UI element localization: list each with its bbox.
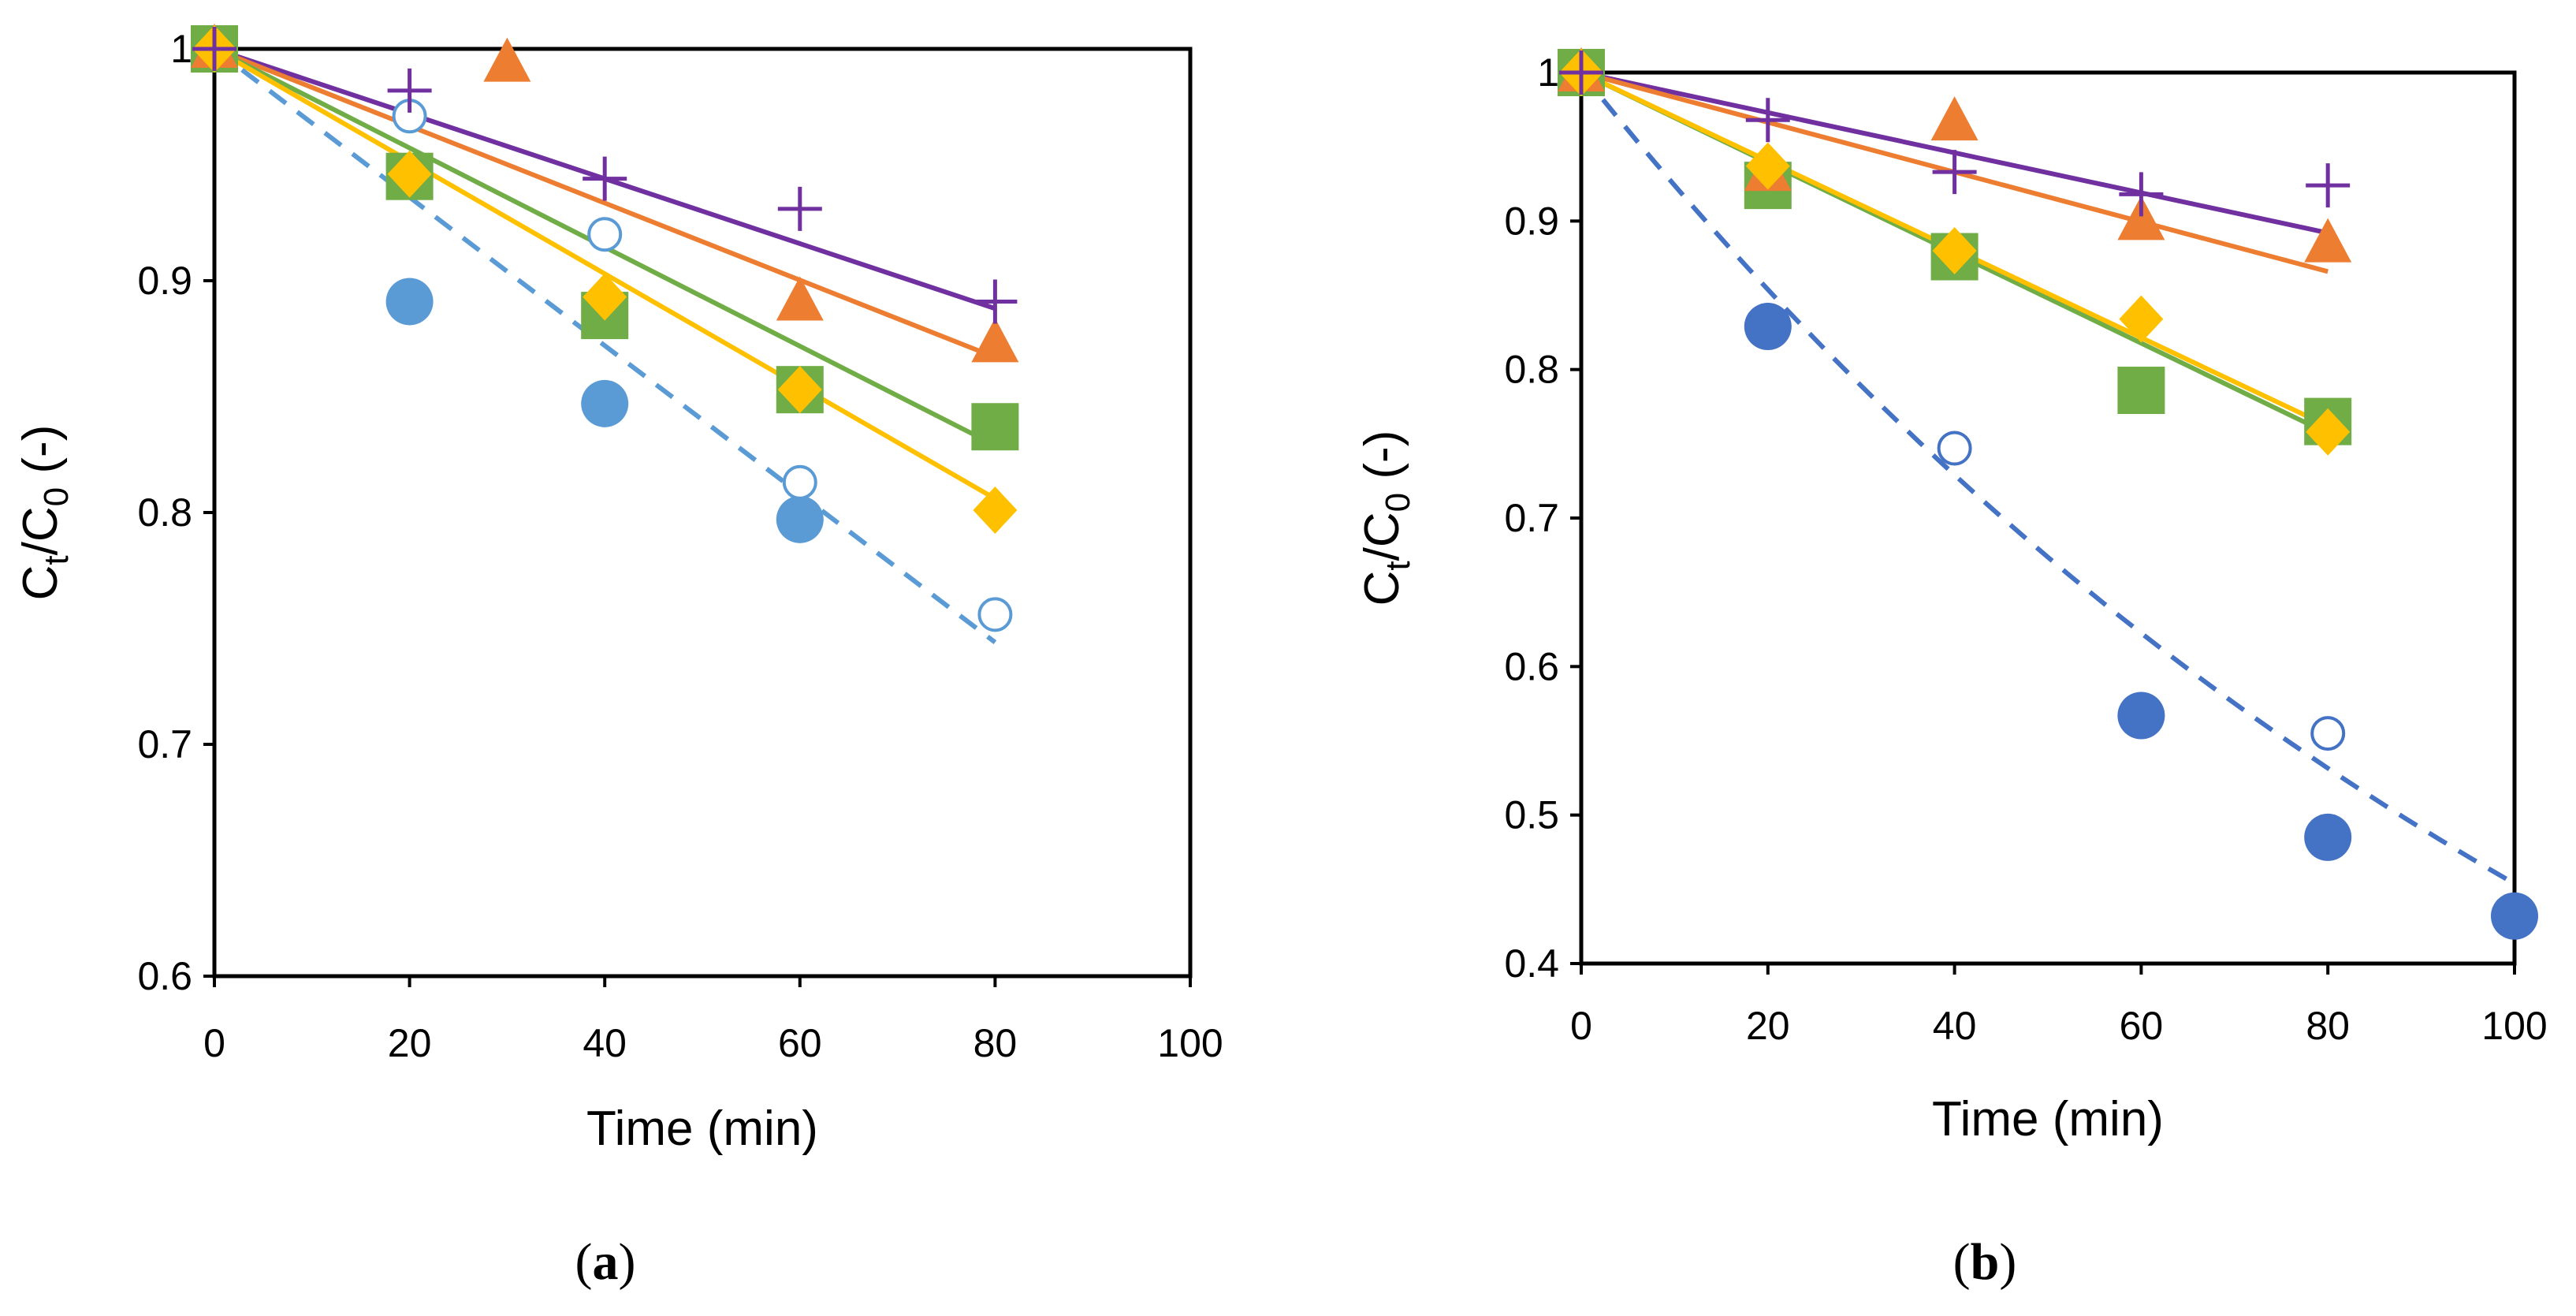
data-point-cross — [1932, 150, 1977, 195]
y-axis-label: Ct/C0 (-) — [13, 425, 76, 601]
data-point-cross — [583, 156, 627, 201]
data-point-square — [971, 403, 1019, 451]
panel-b-label: (b) — [1953, 1233, 2017, 1291]
x-axis-label: Time (min) — [1932, 1092, 2164, 1146]
data-point-filled-circle — [2117, 692, 2165, 740]
x-tick-label: 40 — [1933, 1004, 1977, 1048]
data-point-cross — [973, 279, 1018, 324]
ylabel-sub-t: t — [37, 555, 76, 565]
data-point-diamond — [2306, 408, 2351, 456]
y-axis-label: Ct/C0 (-) — [1355, 431, 1417, 606]
data-point-filled-circle — [2304, 813, 2352, 861]
x-tick-label: 20 — [1746, 1004, 1790, 1048]
y-tick-label: 0.6 — [1504, 644, 1559, 688]
panel-a: (a) 0 20 40 60 80 100 0.6 0.7 0.8 0.9 1 Time (min) C… — [13, 24, 1223, 1291]
fit-curve-open-circle — [1579, 71, 2516, 886]
data-point-cross — [192, 27, 236, 71]
plot-frame — [212, 47, 1193, 979]
data-point-square — [2117, 367, 2165, 415]
fit-line-open-circle — [213, 47, 997, 645]
x-tick-label: 40 — [583, 1021, 627, 1065]
y-tick-label: 1 — [170, 27, 192, 71]
data-point-triangle — [483, 37, 531, 82]
x-axis-label: Time (min) — [586, 1102, 818, 1156]
x-tick-label: 0 — [203, 1021, 225, 1065]
data-point-open-circle — [977, 597, 1013, 632]
data-point-diamond — [1932, 227, 1977, 274]
x-tick-label: 20 — [388, 1021, 432, 1065]
data-point-filled-circle — [385, 278, 434, 326]
data-point-filled-circle — [581, 379, 629, 427]
y-tick-label: 0.9 — [137, 259, 192, 303]
ylabel-c: C — [13, 565, 68, 601]
ylabel-c: C — [13, 506, 68, 542]
data-point-diamond — [777, 366, 822, 414]
x-tick-label: 100 — [2481, 1004, 2547, 1048]
data-point-diamond — [1745, 142, 1790, 190]
ylabel-sub-0: 0 — [1379, 493, 1417, 512]
ylabel-tail: (-) — [13, 425, 68, 487]
x-tick-label: 80 — [973, 1021, 1018, 1065]
plot-frame — [1579, 70, 2517, 966]
y-tick-label: 1 — [1537, 50, 1559, 95]
data-point-triangle — [2117, 196, 2165, 240]
fit-line-triangle — [213, 47, 996, 360]
data-point-cross — [2119, 172, 2164, 217]
data-point-open-circle — [782, 464, 817, 500]
data-point-diamond — [2119, 295, 2164, 343]
data-point-open-circle — [1937, 431, 1972, 466]
x-tick-label: 60 — [2120, 1004, 2164, 1048]
x-tick-label: 0 — [1570, 1004, 1592, 1048]
y-tick-label: 0.7 — [137, 722, 192, 766]
data-point-filled-circle — [2491, 892, 2538, 940]
panel-a-label: (a) — [575, 1233, 636, 1291]
x-tick-label: 60 — [778, 1021, 822, 1065]
data-point-cross — [777, 186, 822, 231]
data-point-cross — [2306, 163, 2351, 208]
panel-b: (b) 0 20 40 60 80 100 0.4 0.5 0.6 0.7 0.8 0.9 1 Time … — [1355, 47, 2548, 1291]
data-point-diamond — [387, 150, 432, 198]
ylabel-sub-t: t — [1379, 561, 1417, 570]
y-tick-label: 0.5 — [1504, 793, 1559, 837]
ylabel-slash: / — [13, 541, 68, 555]
data-point-triangle — [1930, 96, 1979, 141]
y-tick-label: 0.9 — [1504, 199, 1559, 243]
data-point-triangle — [776, 276, 824, 321]
y-tick-label: 0.7 — [1504, 496, 1559, 540]
x-tick-label: 80 — [2306, 1004, 2350, 1048]
ylabel-sub-0: 0 — [37, 487, 76, 506]
x-tick-label: 100 — [1157, 1021, 1223, 1065]
data-point-triangle — [2304, 218, 2352, 263]
ylabel-slash: / — [1355, 546, 1409, 561]
data-point-cross — [1745, 98, 1790, 143]
data-point-triangle — [971, 318, 1019, 363]
data-point-cross — [387, 68, 432, 113]
data-point-filled-circle — [1744, 303, 1792, 351]
data-point-open-circle — [2310, 716, 2346, 751]
data-point-diamond — [973, 487, 1018, 535]
data-point-cross — [1559, 50, 1603, 95]
data-point-diamond — [583, 273, 627, 321]
y-tick-label: 0.8 — [137, 490, 192, 535]
data-point-filled-circle — [776, 495, 824, 543]
ylabel-tail: (-) — [1355, 431, 1409, 493]
ylabel-c: C — [1355, 571, 1409, 606]
y-tick-label: 0.8 — [1504, 348, 1559, 392]
y-tick-label: 0.4 — [1504, 941, 1559, 986]
y-tick-label: 0.6 — [137, 954, 192, 998]
data-point-open-circle — [587, 217, 623, 252]
ylabel-c: C — [1355, 512, 1409, 547]
